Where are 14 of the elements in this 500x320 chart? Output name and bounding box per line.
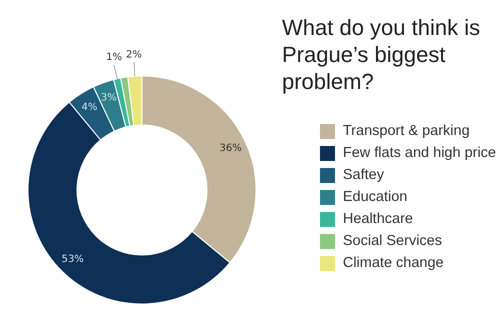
data-label: 53% <box>62 254 84 265</box>
data-label: 3% <box>100 92 117 104</box>
legend-label: Education <box>342 189 408 205</box>
chart-title: What do you think is Prague’s biggest problem? <box>282 14 482 95</box>
legend-label: Transport & parking <box>342 123 470 139</box>
legend-label: Social Services <box>342 233 442 249</box>
data-label: 1% <box>106 52 122 64</box>
data-label: 4% <box>82 102 98 113</box>
legend-label: Saftey <box>342 167 384 183</box>
legend-label: Healthcare <box>342 211 413 227</box>
legend-label: Few flats and high price <box>342 145 496 161</box>
legend-label: Climate change <box>342 255 444 271</box>
data-label: 2% <box>126 49 142 60</box>
data-label: 36% <box>220 142 242 154</box>
